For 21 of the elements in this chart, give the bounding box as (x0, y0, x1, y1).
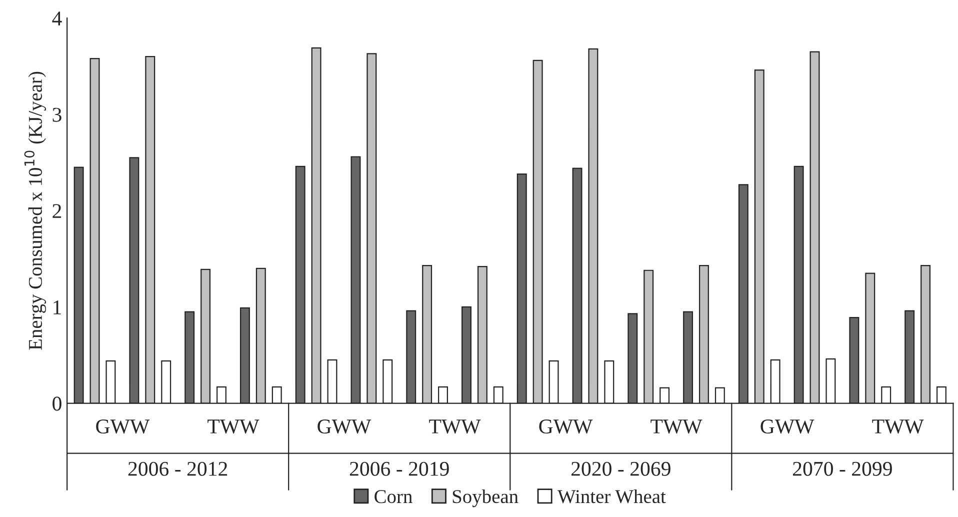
y-tick-label: 2 (52, 204, 62, 218)
legend-label: Corn (374, 490, 412, 504)
y-tick-label: 3 (52, 108, 62, 122)
y-tick-label: 1 (54, 300, 61, 314)
text: 2070 - 2099 (793, 462, 892, 476)
legend-label: Winter Wheat (557, 489, 666, 504)
text: GWW (96, 420, 150, 434)
text: GWW (318, 420, 372, 434)
text: 2006 - 2019 (350, 462, 449, 476)
text: 2006 - 2012 (128, 462, 228, 476)
text: 2020 - 2069 (571, 462, 670, 476)
text: GWW (760, 420, 814, 434)
y-tick-label: 0 (52, 396, 62, 411)
text: TWW (872, 420, 924, 434)
y-tick-label: 4 (52, 12, 62, 26)
text: TWW (650, 420, 702, 434)
legend-label: Soybean (452, 489, 518, 508)
text: TWW (429, 420, 481, 434)
text: GWW (539, 420, 593, 434)
text: TWW (208, 420, 260, 434)
y-axis-title: Energy Consumed x 10$^{10}$ (KJ/year) (24, 72, 46, 350)
